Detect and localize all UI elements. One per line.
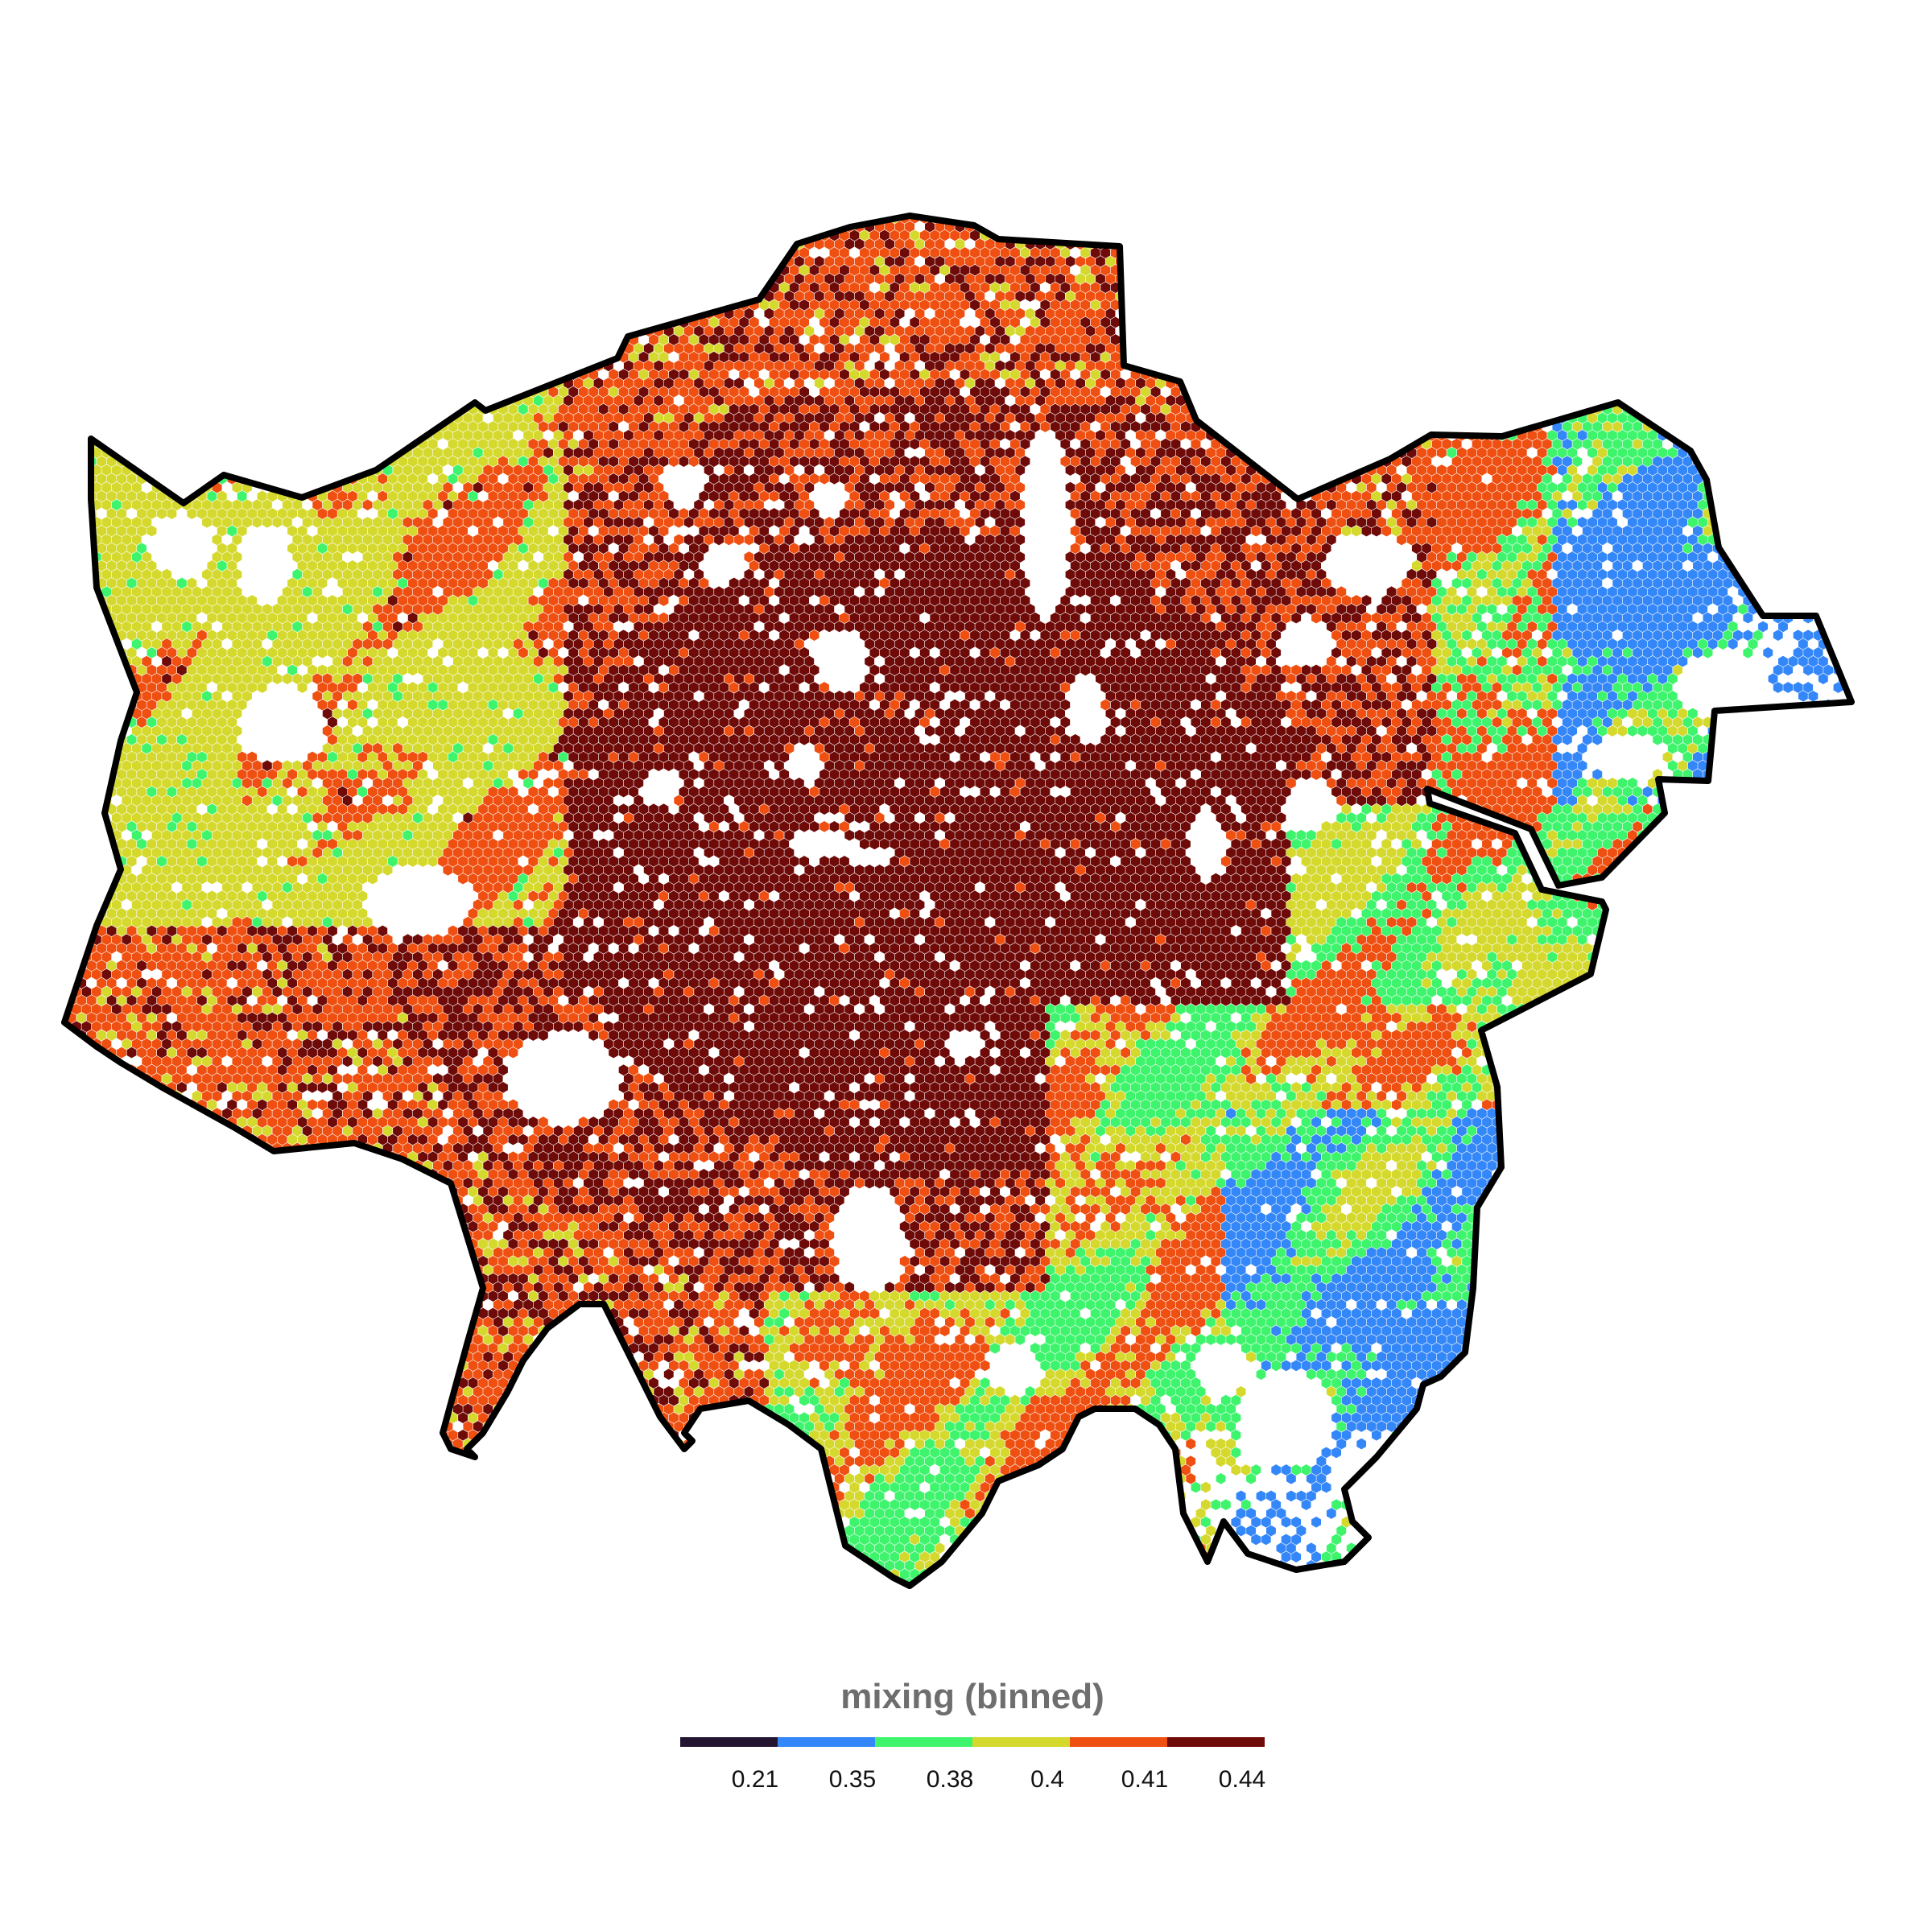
legend-swatch-0-44 — [1167, 1737, 1265, 1747]
legend: mixing (binned) 0.21 0.35 0.38 0.4 0.41 0.44 — [680, 1677, 1265, 1793]
legend-tick-label: 0.21 — [732, 1766, 778, 1793]
legend-swatch-0-21 — [680, 1737, 778, 1747]
legend-tick-label: 0.38 — [927, 1766, 973, 1793]
london-boundary-outline — [61, 213, 1855, 1589]
legend-swatch-0-4 — [972, 1737, 1070, 1747]
legend-tick-label: 0.35 — [829, 1766, 876, 1793]
legend-colorbar — [680, 1737, 1265, 1747]
legend-swatch-0-38 — [875, 1737, 972, 1747]
legend-tick-label: 0.44 — [1219, 1766, 1265, 1793]
legend-swatch-0-41 — [1070, 1737, 1167, 1747]
legend-tick-label: 0.41 — [1121, 1766, 1168, 1793]
legend-title: mixing (binned) — [840, 1677, 1104, 1716]
legend-swatch-0-35 — [778, 1737, 875, 1747]
legend-tick-labels: 0.21 0.35 0.38 0.4 0.41 0.44 — [732, 1766, 1265, 1793]
legend-tick-label: 0.4 — [1030, 1766, 1064, 1793]
